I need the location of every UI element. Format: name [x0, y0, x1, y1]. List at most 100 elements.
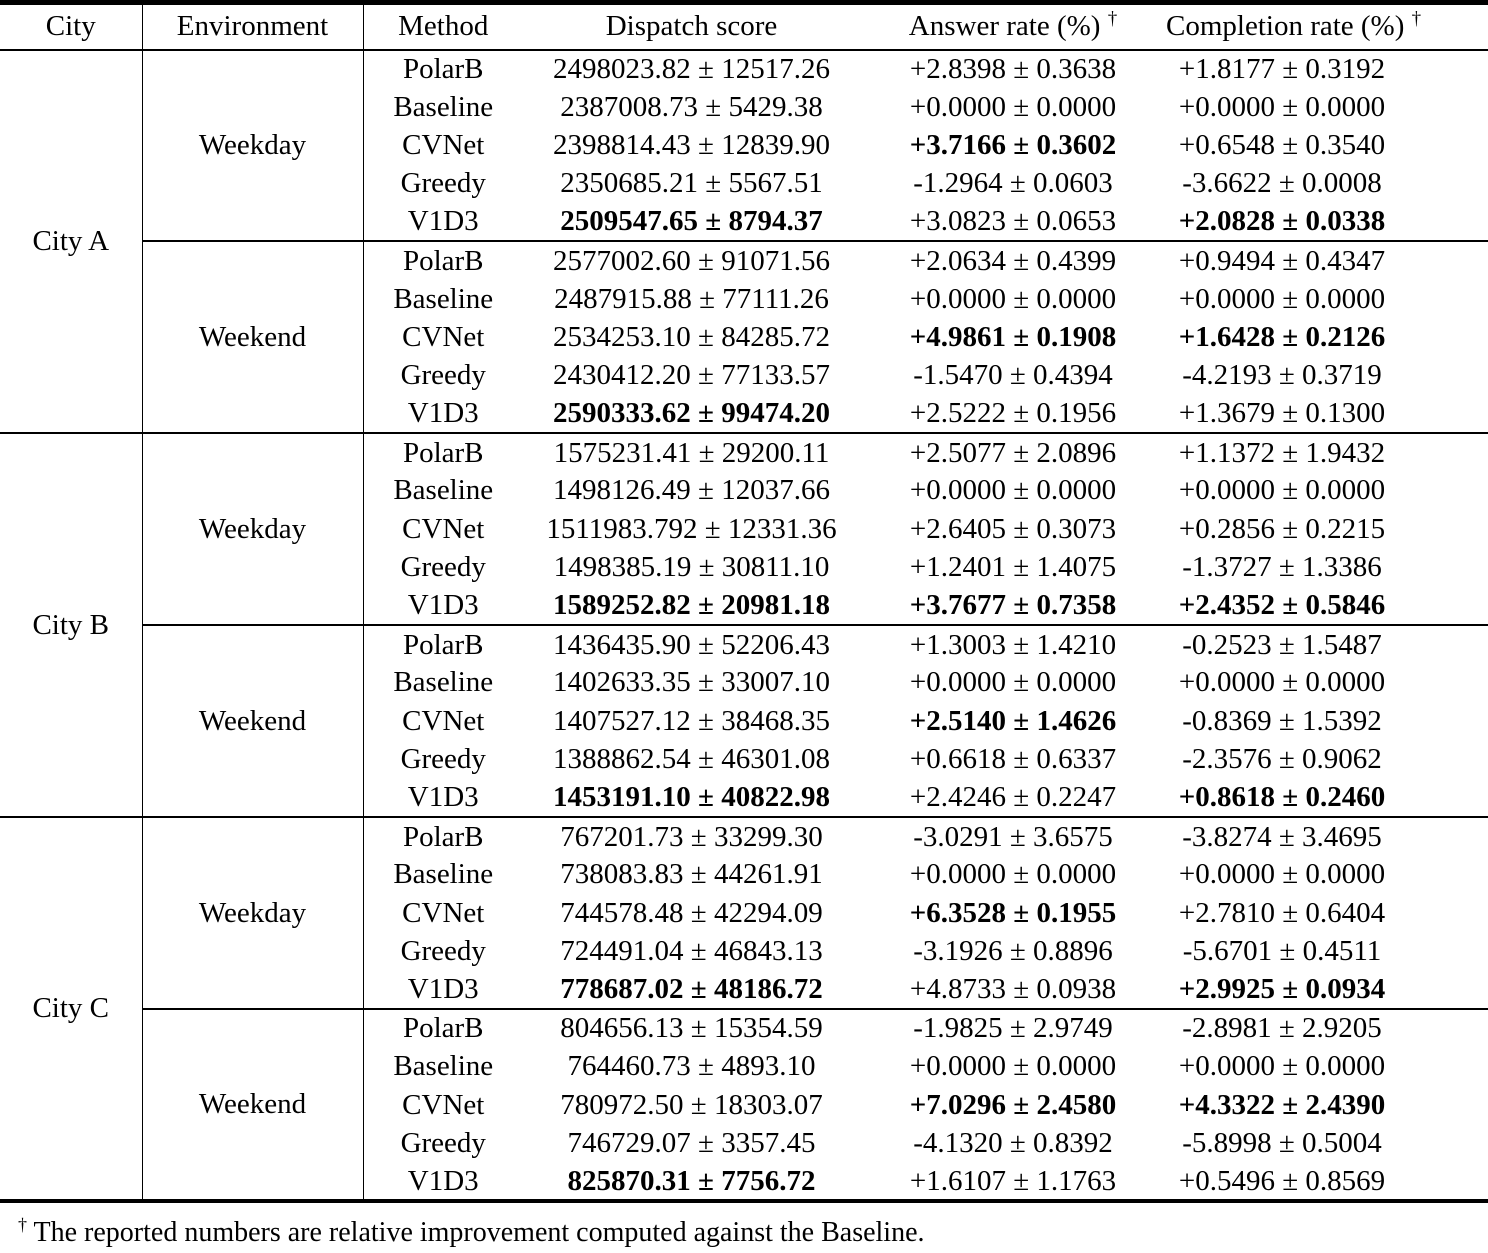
table-row: City C Weekday PolarB 767201.73 ± 33299.30 -…	[0, 817, 1488, 1202]
completion-rate-cell: +4.3322 ± 2.4390	[1178, 1088, 1386, 1121]
method-cell: Greedy	[400, 551, 486, 584]
completion-rate-cell: -0.8369 ± 1.5392	[1182, 704, 1382, 737]
table-row: CVNet 2398814.43 ± 12839.90 +3.7166 ± 0.36…	[0, 126, 1488, 164]
table-row: CVNet 1407527.12 ± 38468.35 +2.5140 ± 1.46…	[0, 702, 1488, 740]
method-cell: PolarB	[402, 1012, 484, 1045]
table-row: Baseline 764460.73 ± 4893.10 +0.0000 ± 0.0…	[0, 1048, 1488, 1086]
completion-rate-cell: +2.7810 ± 0.6404	[1178, 896, 1386, 929]
completion-rate-cell: -1.3727 ± 1.3386	[1182, 551, 1382, 584]
answer-rate-cell: +0.0000 ± 0.0000	[909, 1050, 1117, 1083]
completion-rate-cell: +1.6428 ± 0.2126	[1178, 320, 1386, 353]
method-cell: Baseline	[393, 666, 494, 699]
answer-rate-cell: -1.2964 ± 0.0603	[913, 167, 1113, 200]
dispatch-score-cell: 744578.48 ± 42294.09	[560, 896, 823, 929]
method-cell: Baseline	[393, 1050, 494, 1083]
method-cell: PolarB	[402, 820, 484, 853]
completion-rate-cell: +1.8177 ± 0.3192	[1178, 52, 1386, 85]
dispatch-score-cell: 2398814.43 ± 12839.90	[553, 128, 830, 161]
dispatch-score-cell: 2430412.20 ± 77133.57	[553, 359, 830, 392]
answer-rate-cell: +2.0634 ± 0.4399	[909, 244, 1117, 277]
table-row: Greedy 724491.04 ± 46843.13 -3.1926 ± 0.88…	[0, 932, 1488, 970]
method-cell: Baseline	[393, 858, 494, 891]
environment-cell: Weekday	[142, 49, 364, 242]
method-cell: Baseline	[393, 282, 494, 315]
answer-rate-cell: +2.4246 ± 0.2247	[909, 781, 1117, 814]
table-row: Weekend PolarB 1436435.90 ± 52206.43 +1.300…	[0, 625, 1488, 818]
dispatch-score-cell: 1589252.82 ± 20981.18	[553, 589, 830, 622]
answer-rate-cell: +3.7677 ± 0.7358	[909, 589, 1117, 622]
city-cell: City A	[0, 49, 143, 434]
table-row: V1D3 1453191.10 ± 40822.98 +2.4246 ± 0.224…	[0, 779, 1488, 817]
method-cell: Baseline	[393, 90, 494, 123]
completion-rate-cell: -2.3576 ± 0.9062	[1182, 743, 1382, 776]
answer-rate-cell: +0.0000 ± 0.0000	[909, 282, 1117, 315]
answer-rate-cell: +0.0000 ± 0.0000	[909, 666, 1117, 699]
completion-rate-cell: -2.8981 ± 2.9205	[1182, 1012, 1382, 1045]
table-row: City B Weekday PolarB 1575231.41 ± 29200.11…	[0, 433, 1488, 818]
method-cell: CVNet	[402, 704, 485, 737]
environment-cell: Weekday	[142, 817, 364, 1010]
table-row: V1D3 825870.31 ± 7756.72 +1.6107 ± 1.1763 +…	[0, 1163, 1488, 1201]
dispatch-score-cell: 1453191.10 ± 40822.98	[553, 781, 830, 814]
dispatch-score-cell: 1388862.54 ± 46301.08	[553, 743, 830, 776]
table-row: CVNet 744578.48 ± 42294.09 +6.3528 ± 0.195…	[0, 894, 1488, 932]
method-cell: Greedy	[400, 935, 486, 968]
method-cell: Baseline	[393, 474, 494, 507]
dispatch-score-cell: 780972.50 ± 18303.07	[560, 1088, 823, 1121]
completion-rate-cell: +0.0000 ± 0.0000	[1178, 666, 1386, 699]
table-row: Weekend PolarB 2577002.60 ± 91071.56 +2.063…	[0, 241, 1488, 434]
completion-rate-cell: +0.0000 ± 0.0000	[1178, 858, 1386, 891]
dispatch-score-cell: 2534253.10 ± 84285.72	[553, 320, 830, 353]
dispatch-score-cell: 2487915.88 ± 77111.26	[554, 282, 829, 315]
method-cell: PolarB	[402, 628, 484, 661]
environment-cell: Weekend	[142, 625, 364, 818]
dispatch-score-cell: 2590333.62 ± 99474.20	[553, 397, 830, 430]
answer-rate-cell: +2.6405 ± 0.3073	[909, 512, 1117, 545]
dispatch-score-cell: 746729.07 ± 3357.45	[567, 1127, 816, 1160]
completion-rate-cell: +0.0000 ± 0.0000	[1178, 90, 1386, 123]
environment-cell: Weekend	[142, 1009, 364, 1202]
completion-rate-cell: +0.9494 ± 0.4347	[1178, 244, 1386, 277]
method-cell: V1D3	[407, 589, 479, 622]
dispatch-score-cell: 1436435.90 ± 52206.43	[553, 628, 830, 661]
answer-rate-cell: +2.5077 ± 2.0896	[909, 436, 1117, 469]
answer-rate-cell: -4.1320 ± 0.8392	[913, 1127, 1113, 1160]
completion-rate-cell: +2.0828 ± 0.0338	[1178, 205, 1386, 238]
dispatch-score-cell: 1498126.49 ± 12037.66	[553, 474, 830, 507]
answer-rate-cell: -3.1926 ± 0.8896	[913, 935, 1113, 968]
method-cell: Greedy	[400, 167, 486, 200]
answer-rate-cell: +2.5140 ± 1.4626	[909, 704, 1117, 737]
header-completion-rate-label: Completion rate (%)	[1166, 10, 1405, 43]
header-answer-rate-label: Answer rate (%)	[908, 10, 1101, 43]
answer-rate-cell: +0.0000 ± 0.0000	[909, 90, 1117, 123]
method-cell: V1D3	[407, 205, 479, 238]
table-row: Greedy 746729.07 ± 3357.45 -4.1320 ± 0.839…	[0, 1124, 1488, 1162]
environment-cell: Weekday	[142, 433, 364, 626]
method-cell: CVNet	[402, 128, 485, 161]
completion-rate-cell: +0.8618 ± 0.2460	[1178, 781, 1386, 814]
environment-cell: Weekend	[142, 241, 364, 434]
answer-rate-cell: -3.0291 ± 3.6575	[913, 820, 1113, 853]
completion-rate-cell: +0.2856 ± 0.2215	[1178, 512, 1386, 545]
method-cell: V1D3	[407, 973, 479, 1006]
table-row: Weekend PolarB 804656.13 ± 15354.59 -1.9825…	[0, 1009, 1488, 1202]
completion-rate-cell: +0.0000 ± 0.0000	[1178, 474, 1386, 507]
method-cell: CVNet	[402, 1088, 485, 1121]
method-cell: CVNet	[402, 512, 485, 545]
answer-rate-cell: +3.0823 ± 0.0653	[909, 205, 1117, 238]
answer-rate-cell: -1.9825 ± 2.9749	[913, 1012, 1113, 1045]
answer-rate-cell: +0.0000 ± 0.0000	[909, 474, 1117, 507]
answer-rate-cell: +1.3003 ± 1.4210	[909, 628, 1117, 661]
table-row: CVNet 1511983.792 ± 12331.36 +2.6405 ± 0.3…	[0, 510, 1488, 548]
city-cell: City C	[0, 817, 143, 1202]
dispatch-score-cell: 1498385.19 ± 30811.10	[553, 551, 830, 584]
answer-rate-cell: +2.8398 ± 0.3638	[909, 52, 1117, 85]
dispatch-score-cell: 2577002.60 ± 91071.56	[553, 244, 830, 277]
method-cell: PolarB	[402, 52, 484, 85]
dispatch-score-cell: 2387008.73 ± 5429.38	[560, 90, 823, 123]
table-row: Greedy 1498385.19 ± 30811.10 +1.2401 ± 1.4…	[0, 549, 1488, 587]
completion-rate-cell: +1.1372 ± 1.9432	[1178, 436, 1386, 469]
answer-rate-cell: +0.6618 ± 0.6337	[909, 743, 1117, 776]
table-footnote: † The reported numbers are relative impr…	[18, 1216, 1488, 1249]
results-table-body: City A Weekday PolarB 2498023.82 ± 12517.26…	[0, 49, 1488, 1202]
